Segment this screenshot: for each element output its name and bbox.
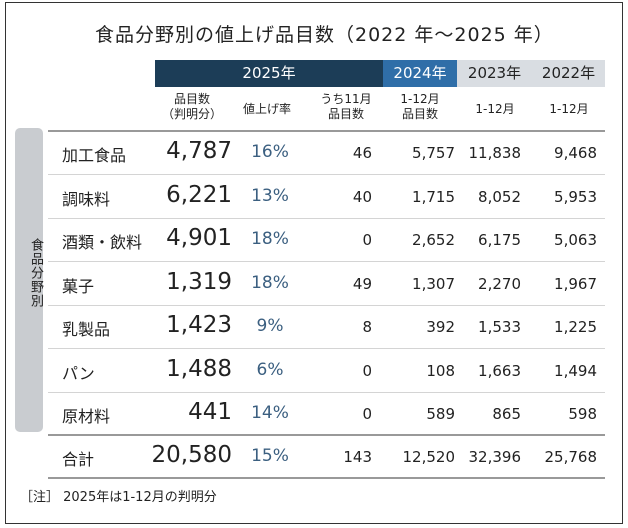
cell-y2024: 2,652 <box>412 231 455 249</box>
cell-rate: 16% <box>251 142 289 162</box>
cell-items_2025: 1,319 <box>166 268 232 295</box>
cell-y2024: 12,520 <box>402 448 456 466</box>
cell-rate: 13% <box>251 185 289 206</box>
cell-y2024: 108 <box>426 361 455 380</box>
side-label: 食品分野別 <box>28 238 43 308</box>
bottom-divider <box>48 477 605 479</box>
cell-items_2025: 6,221 <box>166 181 232 208</box>
cell-y2023: 32,396 <box>468 448 522 466</box>
cell-items_2025: 1,488 <box>166 355 232 382</box>
cell-y2023: 1,663 <box>478 361 521 380</box>
row-label: パン <box>62 363 95 383</box>
cell-y2022: 9,468 <box>554 144 597 162</box>
header-divider <box>48 130 605 132</box>
cell-items_2025: 441 <box>188 399 232 425</box>
cell-y2023: 8,052 <box>478 187 521 206</box>
footnote: ［注］ 2025年は1-12月の判明分 <box>20 490 217 505</box>
column-header: 1-12月 品目数 <box>400 92 440 121</box>
cell-y2024: 1,307 <box>412 274 455 293</box>
row-divider <box>48 174 605 175</box>
cell-y2022: 598 <box>568 405 597 423</box>
chart-title: 食品分野別の値上げ品目数（2022 年～2025 年） <box>95 24 554 46</box>
cell-y2022: 1,225 <box>554 318 597 336</box>
cell-y2023: 2,270 <box>478 274 521 293</box>
cell-nov_items: 0 <box>362 361 372 380</box>
row-label: 原材料 <box>62 407 111 426</box>
cell-y2024: 589 <box>426 405 455 423</box>
cell-nov_items: 8 <box>362 318 372 336</box>
row-label: 調味料 <box>62 189 111 209</box>
header-2024: 2024年 <box>383 60 457 87</box>
cell-nov_items: 0 <box>362 231 372 249</box>
cell-rate: 15% <box>251 446 289 466</box>
total-divider <box>48 434 605 436</box>
row-divider <box>48 391 605 393</box>
header-2023: 2023年 <box>457 60 532 87</box>
cell-items_2025: 20,580 <box>151 442 232 468</box>
cell-nov_items: 143 <box>343 448 372 466</box>
cell-items_2025: 4,901 <box>166 225 232 251</box>
cell-nov_items: 46 <box>352 144 372 162</box>
cell-rate: 6% <box>256 359 284 380</box>
cell-y2022: 25,768 <box>544 448 598 466</box>
cell-y2024: 392 <box>426 318 455 336</box>
row-label: 菓子 <box>62 276 95 296</box>
cell-y2024: 1,715 <box>412 187 455 206</box>
cell-y2022: 1,967 <box>554 274 597 293</box>
header-2022: 2022年 <box>532 60 605 87</box>
row-divider <box>48 304 605 306</box>
cell-y2022: 5,063 <box>554 231 597 249</box>
cell-nov_items: 0 <box>362 405 372 423</box>
row-divider <box>48 217 605 219</box>
column-header: 1-12月 <box>549 102 589 116</box>
cell-y2023: 1,533 <box>478 318 521 336</box>
row-label: 合計 <box>62 450 95 469</box>
row-divider <box>48 348 605 349</box>
column-header: 品目数 （判明分） <box>161 92 222 121</box>
header-2025: 2025年 <box>155 60 383 87</box>
cell-y2023: 11,838 <box>468 144 522 162</box>
side-bar <box>15 128 43 432</box>
cell-items_2025: 4,787 <box>166 138 232 164</box>
cell-nov_items: 49 <box>352 274 372 293</box>
row-divider <box>48 261 605 262</box>
cell-y2022: 1,494 <box>554 361 597 380</box>
column-header: うち11月 品目数 <box>320 92 372 121</box>
cell-nov_items: 40 <box>352 187 372 206</box>
cell-rate: 9% <box>256 316 284 336</box>
figure-frame <box>5 2 623 524</box>
cell-rate: 14% <box>251 403 289 423</box>
row-label: 乳製品 <box>62 320 111 339</box>
column-header: 値上げ率 <box>242 102 291 116</box>
row-label: 酒類・飲料 <box>62 233 143 252</box>
cell-y2023: 6,175 <box>478 231 521 249</box>
row-label: 加工食品 <box>62 146 127 165</box>
cell-items_2025: 1,423 <box>166 312 232 338</box>
column-header: 1-12月 <box>475 102 515 116</box>
cell-y2024: 5,757 <box>412 144 455 162</box>
cell-y2022: 5,953 <box>554 187 597 206</box>
cell-rate: 18% <box>251 272 289 293</box>
cell-rate: 18% <box>251 229 289 249</box>
cell-y2023: 865 <box>492 405 521 423</box>
